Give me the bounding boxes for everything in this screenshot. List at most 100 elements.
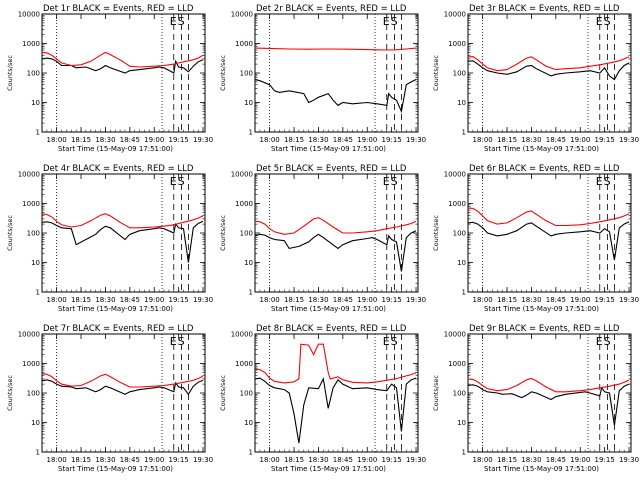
x-tick-label: 18:45 <box>546 456 566 464</box>
y-tick-label: 1000 <box>235 360 253 368</box>
y-tick-label: 10 <box>244 259 253 267</box>
y-tick-label: 1000 <box>22 40 40 48</box>
x-tick-label: 18:45 <box>120 456 140 464</box>
lld-series-line <box>255 218 416 235</box>
x-axis-label: Start Time (15-May-09 17:51:00) <box>58 465 173 473</box>
y-tick-label: 10000 <box>18 171 40 179</box>
panel-title: Det 3r BLACK = Events, RED = LLD <box>469 4 620 14</box>
x-tick-label: 19:30 <box>193 456 213 464</box>
plot-frame <box>42 174 205 292</box>
y-tick-label: 10 <box>457 419 466 427</box>
x-tick-label: 19:00 <box>357 456 377 464</box>
x-tick-label: 19:15 <box>595 456 615 464</box>
x-tick-label: 18:15 <box>497 136 517 144</box>
x-axis-label: Start Time (15-May-09 17:51:00) <box>271 465 386 473</box>
panel-det-7: Det 7r BLACK = Events, RED = LLD11010010… <box>6 324 213 473</box>
plot-frame <box>468 174 631 292</box>
x-tick-label: 18:30 <box>521 456 541 464</box>
x-tick-label: 18:00 <box>473 136 493 144</box>
y-tick-label: 10000 <box>444 171 466 179</box>
y-tick-label: 10000 <box>231 171 253 179</box>
y-tick-label: 100 <box>453 230 466 238</box>
panel-title: Det 2r BLACK = Events, RED = LLD <box>256 4 407 14</box>
x-tick-label: 18:00 <box>260 296 280 304</box>
x-tick-label: 19:15 <box>382 136 402 144</box>
x-tick-label: 18:15 <box>71 456 91 464</box>
y-tick-label: 10000 <box>231 331 253 339</box>
x-tick-label: 18:15 <box>497 456 517 464</box>
y-tick-label: 10000 <box>444 11 466 19</box>
marker-s: S <box>604 175 611 188</box>
x-tick-label: 18:15 <box>284 136 304 144</box>
y-tick-label: 100 <box>27 70 40 78</box>
y-tick-label: 10000 <box>444 331 466 339</box>
marker-s: S <box>391 335 398 348</box>
y-tick-label: 100 <box>240 230 253 238</box>
marker-s: S <box>391 15 398 28</box>
marker-e: E <box>383 175 390 188</box>
x-tick-label: 18:45 <box>333 456 353 464</box>
marker-e: E <box>596 335 603 348</box>
x-tick-label: 18:45 <box>120 136 140 144</box>
lld-series-line <box>468 208 629 225</box>
lld-series-line <box>468 379 629 392</box>
x-tick-label: 18:45 <box>546 296 566 304</box>
marker-e: E <box>170 15 177 28</box>
x-tick-label: 18:45 <box>333 136 353 144</box>
panel-det-2: Det 2r BLACK = Events, RED = LLD 1 10 100 10… <box>219 4 426 153</box>
y-tick-label: 1000 <box>235 200 253 208</box>
x-tick-label: 19:15 <box>595 136 615 144</box>
x-tick-label: 19:30 <box>406 136 426 144</box>
y-tick-label: 100 <box>453 390 466 398</box>
y-tick-label: 10 <box>31 259 40 267</box>
x-tick-label: 18:00 <box>473 456 493 464</box>
y-tick-label: 10 <box>457 99 466 107</box>
y-axis-label: Counts/sec <box>6 215 14 251</box>
x-tick-label: 18:30 <box>308 456 328 464</box>
x-axis-label: Start Time (15-May-09 17:51:00) <box>484 145 599 153</box>
x-axis-label: Start Time (15-May-09 17:51:00) <box>58 145 173 153</box>
y-tick-label: 100 <box>27 230 40 238</box>
panel-det-9: Det 9r BLACK = Events, RED = LLD 1 10 100 10… <box>432 324 639 473</box>
x-tick-label: 18:30 <box>95 296 115 304</box>
x-tick-label: 19:00 <box>144 296 164 304</box>
x-axis-label: Start Time (15-May-09 17:51:00) <box>484 465 599 473</box>
plot-frame <box>255 334 418 452</box>
plot-frame <box>255 14 418 132</box>
marker-s: S <box>391 175 398 188</box>
y-tick-label: 1 <box>249 129 253 137</box>
panel-det-8: Det 8r BLACK = Events, RED = LLD11010010… <box>219 324 426 473</box>
panel-title: Det 1r BLACK = Events, RED = LLD <box>43 4 194 14</box>
marker-s: S <box>604 15 611 28</box>
x-tick-label: 19:00 <box>570 296 590 304</box>
y-axis-label: Counts/sec <box>219 215 227 251</box>
y-tick-label: 1000 <box>22 200 40 208</box>
y-tick-label: 1 <box>462 129 466 137</box>
y-tick-label: 10000 <box>18 331 40 339</box>
y-tick-label: 100 <box>27 390 40 398</box>
x-tick-label: 18:30 <box>308 136 328 144</box>
x-tick-label: 19:15 <box>169 456 189 464</box>
x-tick-label: 19:00 <box>357 136 377 144</box>
events-series-line <box>255 231 416 272</box>
x-tick-label: 18:45 <box>120 296 140 304</box>
y-tick-label: 1000 <box>448 40 466 48</box>
marker-s: S <box>604 335 611 348</box>
x-tick-label: 19:30 <box>193 136 213 144</box>
x-tick-label: 18:15 <box>497 296 517 304</box>
y-tick-label: 1 <box>249 289 253 297</box>
y-tick-label: 1000 <box>22 360 40 368</box>
x-tick-label: 18:00 <box>260 136 280 144</box>
x-tick-label: 18:45 <box>333 296 353 304</box>
events-series-line <box>42 221 203 262</box>
y-tick-label: 10 <box>31 99 40 107</box>
panel-title: Det 4r BLACK = Events, RED = LLD <box>43 164 194 174</box>
marker-e: E <box>596 15 603 28</box>
panel-title: Det 6r BLACK = Events, RED = LLD <box>469 164 620 174</box>
y-tick-label: 1000 <box>235 40 253 48</box>
y-tick-label: 1 <box>462 449 466 457</box>
x-tick-label: 19:00 <box>570 136 590 144</box>
panel-det-3: Det 3r BLACK = Events, RED = LLD 1 10 100 10… <box>432 4 639 153</box>
y-axis-label: Counts/sec <box>6 55 14 91</box>
